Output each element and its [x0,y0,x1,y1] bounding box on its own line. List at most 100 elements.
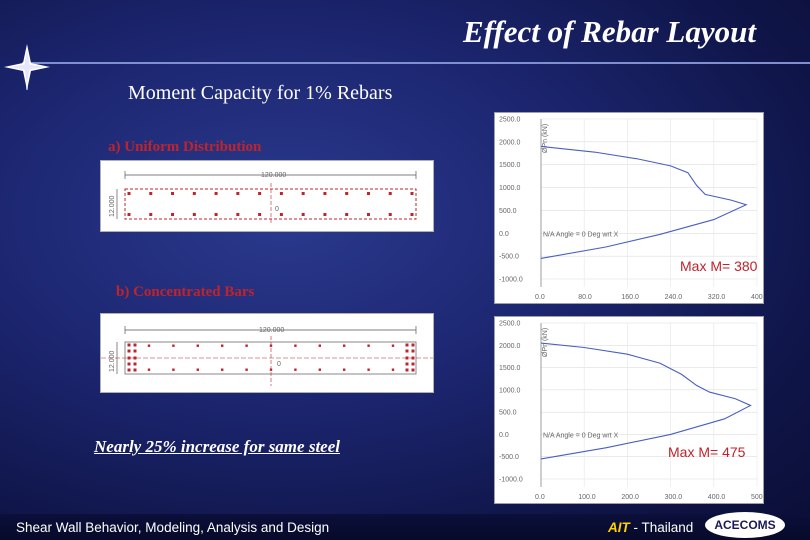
rebar-dot [133,368,137,372]
rebar-dot [269,368,273,371]
x-tick-label: 320.0 [708,294,726,301]
x-tick-label: 200.0 [621,494,639,501]
rebar-dot [133,356,137,360]
wall-section-concentrated: 120.000 12.000 0 [100,313,434,393]
rebar-dot [172,368,175,371]
rebar-dot [245,368,248,371]
rebar-dot [133,349,137,353]
rebar-dot [301,192,305,195]
rebar-dot [196,368,199,371]
rebar-dot [367,344,370,347]
x-tick-label: 80.0 [578,294,592,301]
angle-annotation: N/A Angle = 0 Deg wrt X [543,231,619,238]
rebar-dot [127,213,131,216]
wall-b-center-mark: 0 [277,361,281,368]
rebar-dot [318,368,321,371]
slide-subtitle: Moment Capacity for 1% Rebars [128,82,393,104]
y-tick-label: 500.0 [499,410,517,417]
rebar-dot [405,356,409,360]
rebar-dot [294,344,297,347]
chart-b-max-label: Max M= 475 [668,444,746,460]
rebar-dot [294,368,297,371]
rebar-dot [391,344,395,347]
rebar-dot [388,192,392,195]
rebar-dot [133,343,137,347]
conclusion-note: Nearly 25% increase for same steel [94,437,340,456]
x-tick-label: 400.0 [751,294,763,301]
footer-course: Shear Wall Behavior, Modeling, Analysis … [16,520,330,535]
rebar-dot [366,192,370,195]
rebar-dot [388,213,392,216]
rebar-dot [411,349,415,353]
section-a-label: a) Uniform Distribution [108,139,262,155]
rebar-dot [345,213,349,216]
interaction-chart-a-plot: 2500.0 2000.0 1500.0 1000.0 500.0 0.0 -500.0 -1… [499,117,763,302]
interaction-chart-a: 2500.0 2000.0 1500.0 1000.0 500.0 0.0 -500.0 -1… [494,112,764,304]
rebar-dot [127,343,131,347]
interaction-chart-b-plot: 2500.0 2000.0 1500.0 1000.0 500.0 0.0 -500.0 -1… [499,321,763,502]
rebar-dot [405,368,409,372]
rebar-dot [214,213,218,216]
x-tick-label: 300.0 [665,494,683,501]
wall-a-depth-label: 12.000 [109,195,116,217]
ait-logo-text: AIT [608,520,630,535]
footer-bar [0,514,810,540]
rebar-dot [405,362,409,366]
y-tick-label: 0.0 [499,432,509,439]
wall-concentrated-drawing: 120.000 12.000 0 [101,326,433,386]
y-tick-label: 2500.0 [499,117,521,124]
x-tick-label: 0.0 [535,494,545,501]
section-b-label: b) Concentrated Bars [116,284,255,300]
rebar-dot [411,343,415,347]
y-tick-label: -1000.0 [499,277,523,284]
interaction-curve [540,145,748,259]
rebar-dot [279,213,283,216]
y-tick-label: 2500.0 [499,321,521,328]
rebar-dot [410,192,414,195]
rebar-dot [366,213,370,216]
x-tick-label: 240.0 [665,294,683,301]
rebar-dot [391,368,395,371]
x-tick-label: 400.0 [708,494,726,501]
rebar-dot [221,344,224,347]
rebar-dot [367,368,370,371]
rebar-dot [127,368,131,372]
rebar-dot [147,344,151,347]
rebar-dot [171,213,175,216]
y-tick-label: 500.0 [499,208,517,215]
wall-uniform-drawing: 120.000 12.000 0 [109,171,417,225]
rebar-dot [196,344,199,347]
x-tick-label: 0.0 [535,294,545,301]
rebar-dot [127,192,131,195]
rebar-dot [133,362,137,366]
interaction-chart-b: 2500.0 2000.0 1500.0 1000.0 500.0 0.0 -500.0 -1… [494,316,764,504]
rebar-dot [172,344,175,347]
rebar-dot [127,362,131,366]
y-tick-label: 2000.0 [499,343,521,350]
slide-title: Effect of Rebar Layout [462,14,756,49]
rebar-dot [258,213,262,216]
y-tick-label: 2000.0 [499,139,521,146]
x-tick-label: 500.0 [751,494,763,501]
rebar-dot [214,192,218,195]
rebar-dot [411,368,415,372]
interaction-curve [540,342,752,460]
rebar-dot [323,213,327,216]
rebar-dot [258,192,262,195]
rebar-dot [147,368,151,371]
footer-org: AIT - Thailand [608,520,693,535]
rebar-dot [279,192,283,195]
rebar-dot [192,213,196,216]
rebar-dot [410,213,414,216]
rebar-dot [405,349,409,353]
rebar-dot [245,344,248,347]
y-tick-label: -500.0 [499,254,519,261]
header-rule [22,62,810,64]
x-tick-label: 160.0 [621,294,639,301]
wall-section-uniform: 120.000 12.000 0 [100,160,434,232]
rebar-dot [149,192,153,195]
rebar-dot [127,356,131,360]
rebar-dot [405,343,409,347]
y-tick-label: 1000.0 [499,185,521,192]
rebar-dot [171,192,175,195]
